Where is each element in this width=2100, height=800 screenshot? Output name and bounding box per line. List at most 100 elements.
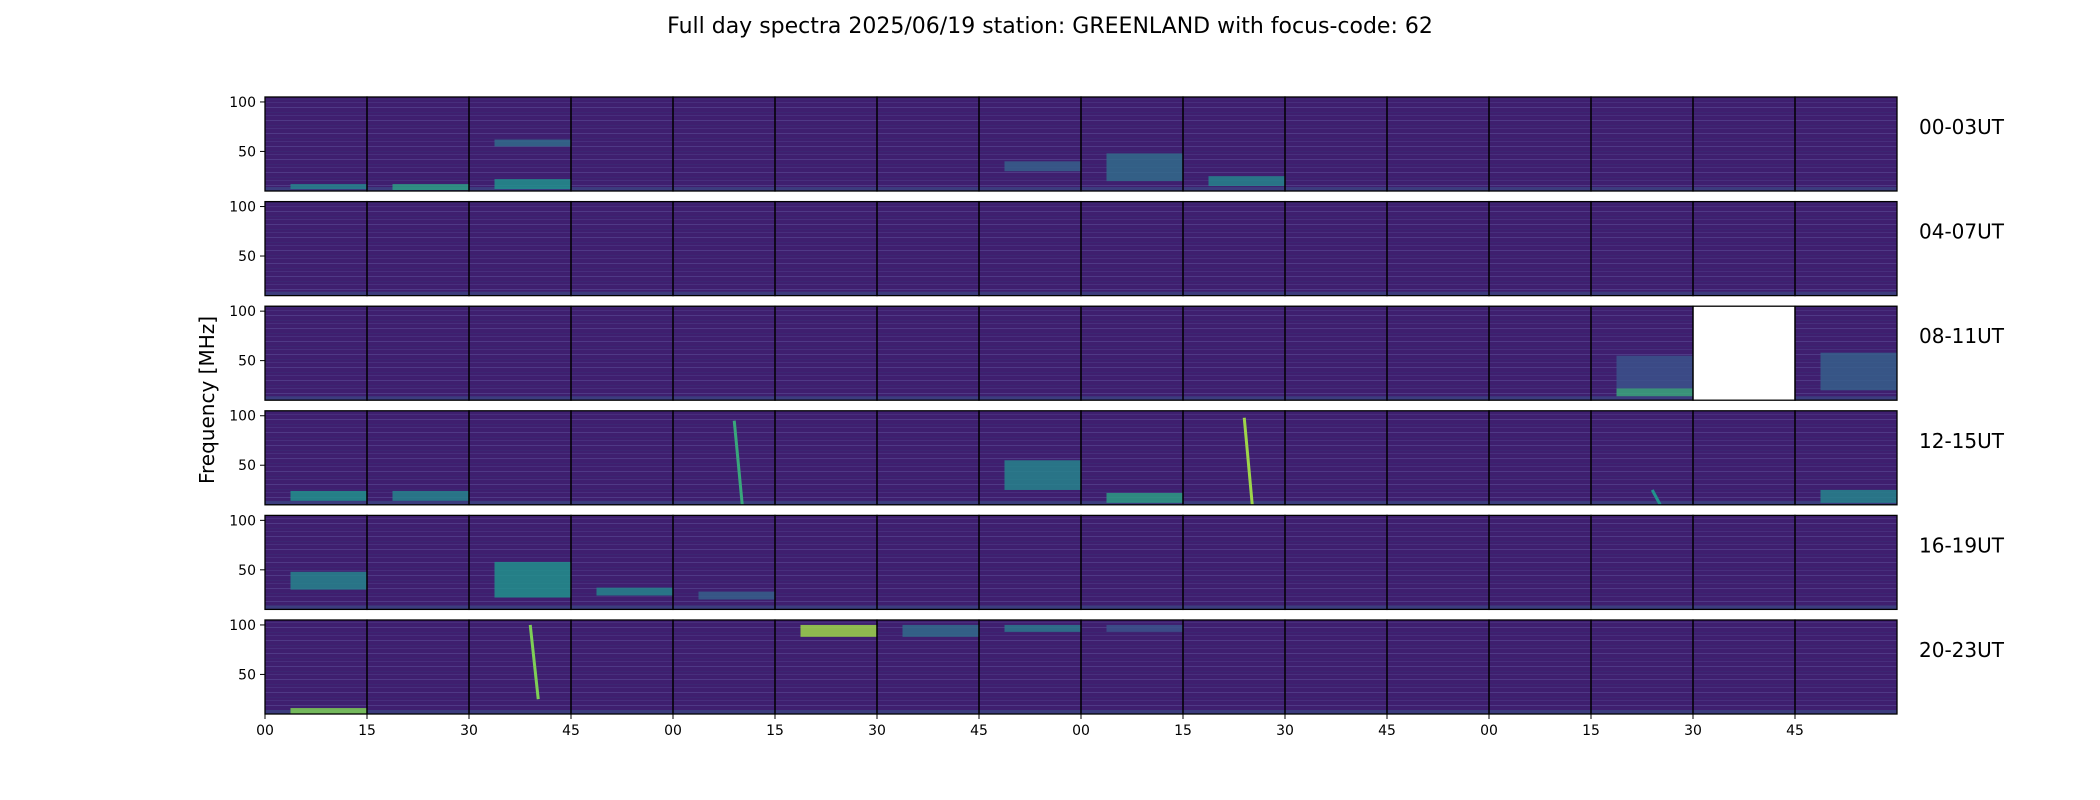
- emission-band: [596, 587, 673, 596]
- noise-floor: [367, 500, 469, 505]
- spectrum-texture: [367, 515, 469, 610]
- spectrum-texture: [1489, 201, 1591, 296]
- spectrum-texture: [469, 306, 571, 401]
- spectra-panels: 100 50 00-03UT 100 50 04-07UT 100 50 08-11UT 100 5…: [229, 95, 2005, 715]
- panel-border: [1794, 200, 1898, 297]
- noise-floor: [1693, 605, 1795, 610]
- x-tick-label: 00: [664, 723, 682, 739]
- noise-floor: [571, 291, 673, 296]
- noise-floor: [1591, 187, 1693, 191]
- emission-band: [1106, 153, 1183, 182]
- noise-floor: [1591, 396, 1693, 401]
- spectrum-texture: [1591, 201, 1693, 296]
- spectrum-texture: [571, 201, 673, 296]
- spectrum-texture: [469, 620, 571, 714]
- noise-floor: [979, 710, 1081, 714]
- spectrum-texture: [1183, 515, 1285, 610]
- radio-burst: [1650, 489, 1662, 506]
- noise-floor: [571, 710, 673, 714]
- noise-floor: [1795, 710, 1897, 714]
- radio-burst: [528, 624, 540, 700]
- spectrum-texture: [979, 410, 1081, 505]
- x-tick-label: 00: [1072, 723, 1090, 739]
- x-tick-label: 00: [1480, 723, 1498, 739]
- noise-floor: [571, 396, 673, 401]
- noise-floor: [1183, 500, 1285, 505]
- emission-band: [1820, 352, 1897, 391]
- spectrum-texture: [979, 306, 1081, 401]
- spectrum-texture: [1489, 97, 1591, 191]
- y-tick-label: 100: [229, 200, 256, 216]
- y-tick-label: 50: [238, 354, 256, 370]
- radio-burst: [1242, 417, 1254, 505]
- y-tick-label: 50: [238, 667, 256, 683]
- noise-floor: [1591, 500, 1693, 505]
- noise-floor: [1285, 291, 1387, 296]
- noise-floor: [1489, 291, 1591, 296]
- y-tick-label: 100: [229, 304, 256, 320]
- noise-floor: [1285, 710, 1387, 714]
- noise-floor: [367, 396, 469, 401]
- spectrum-texture: [1489, 410, 1591, 505]
- spectrum-texture: [877, 201, 979, 296]
- emission-band: [1004, 624, 1081, 632]
- spectrum-texture: [1387, 410, 1489, 505]
- spectrum-texture: [1693, 515, 1795, 610]
- noise-floor: [979, 187, 1081, 191]
- spectrum-texture: [673, 201, 775, 296]
- emission-band: [1106, 492, 1183, 503]
- emission-band: [494, 179, 571, 190]
- noise-floor: [877, 605, 979, 610]
- row-time-label: 08-11UT: [1919, 324, 2005, 348]
- emission-band: [494, 139, 571, 147]
- x-tick-label: 30: [1684, 723, 1702, 739]
- noise-floor: [1591, 605, 1693, 610]
- spectrum-texture: [1285, 97, 1387, 191]
- spectrum-texture: [673, 306, 775, 401]
- spectrum-texture: [1795, 515, 1897, 610]
- x-tick-label: 15: [766, 723, 784, 739]
- noise-floor: [1489, 187, 1591, 191]
- noise-floor: [1183, 710, 1285, 714]
- spectrum-texture: [1693, 620, 1795, 714]
- noise-floor: [1285, 500, 1387, 505]
- spectrum-texture: [571, 620, 673, 714]
- spectrum-texture: [367, 201, 469, 296]
- noise-floor: [1081, 291, 1183, 296]
- spectrum-texture: [673, 410, 775, 505]
- noise-floor: [1183, 187, 1285, 191]
- noise-floor: [1183, 605, 1285, 610]
- noise-floor: [877, 187, 979, 191]
- spectrum-texture: [265, 620, 367, 714]
- noise-floor: [469, 291, 571, 296]
- noise-floor: [775, 710, 877, 714]
- y-tick-label: 100: [229, 513, 256, 529]
- noise-floor: [571, 187, 673, 191]
- x-tick-label: 45: [1378, 723, 1396, 739]
- noise-floor: [673, 500, 775, 505]
- noise-floor: [1795, 187, 1897, 191]
- noise-floor: [571, 605, 673, 610]
- noise-floor: [1591, 291, 1693, 296]
- noise-floor: [469, 605, 571, 610]
- spectrum-texture: [877, 515, 979, 610]
- spectrum-texture: [775, 410, 877, 505]
- spectrum-texture: [1183, 97, 1285, 191]
- noise-floor: [1285, 396, 1387, 401]
- spectrum-texture: [265, 201, 367, 296]
- noise-floor: [571, 500, 673, 505]
- y-tick-label: 50: [238, 249, 256, 265]
- noise-floor: [877, 710, 979, 714]
- noise-floor: [1489, 396, 1591, 401]
- spectrum-texture: [265, 97, 367, 191]
- spectrum-texture: [1591, 97, 1693, 191]
- noise-floor: [775, 291, 877, 296]
- y-axis-label: Frequency [MHz]: [195, 316, 219, 484]
- noise-floor: [1081, 396, 1183, 401]
- spectrum-texture: [1795, 620, 1897, 714]
- spectrum-texture: [979, 515, 1081, 610]
- noise-floor: [877, 291, 979, 296]
- noise-floor: [1183, 396, 1285, 401]
- spectrum-texture: [367, 410, 469, 505]
